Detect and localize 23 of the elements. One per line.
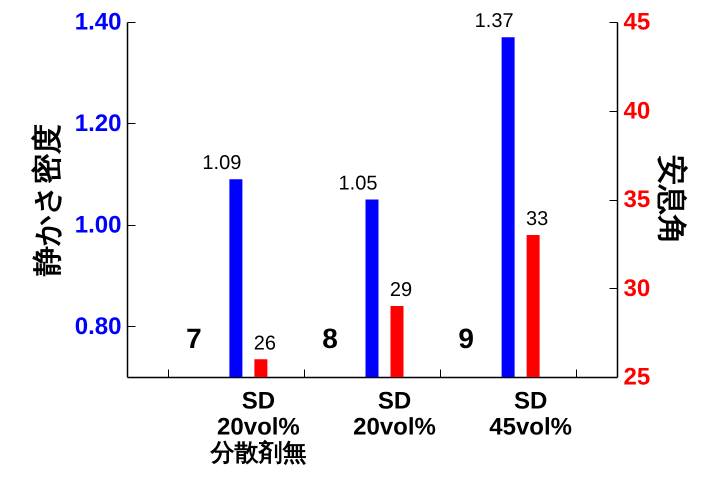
data-label: 29 [390,279,412,301]
data-label: 1.37 [474,10,514,32]
y2-tick-label: 35 [624,186,650,213]
annotation: 7 [186,323,202,354]
data-label: 1.09 [202,152,242,174]
annotation: 8 [322,323,338,354]
x-tick-label: SD 45vol% [489,388,572,440]
y2-tick-label: 30 [624,274,650,302]
x-tick-label: SD 20vol% [353,388,436,440]
x-tick-label: SD 20vol% 分散剤無 [209,388,306,466]
y2-tick-label: 25 [624,364,650,390]
y-tick-label: 1.40 [74,8,122,36]
y-tick-label: 0.80 [74,312,122,340]
data-label: 33 [526,208,548,230]
y-axis-title: 静かさ密度 [30,124,64,277]
annotation: 9 [458,323,474,354]
y2-axis-title: 安息角 [655,155,690,245]
data-label: 26 [254,332,276,354]
data-label: 1.05 [338,172,378,194]
y-tick-label: 1.20 [74,110,122,137]
y2-tick-label: 40 [624,97,650,124]
y-tick-label: 1.00 [74,211,122,238]
y2-tick-label: 45 [624,8,650,36]
